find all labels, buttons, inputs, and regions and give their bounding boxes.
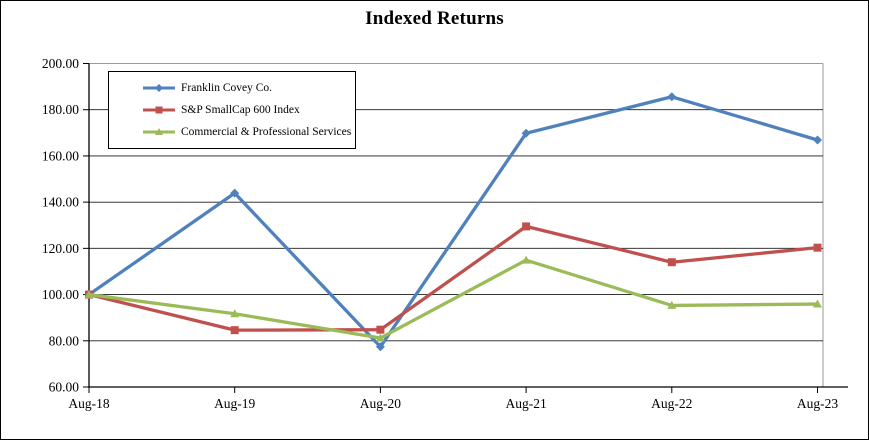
y-axis-tick-label: 120.00: [42, 241, 79, 256]
x-axis-tick-label: Aug-18: [68, 396, 109, 411]
diamond-marker: [521, 128, 531, 138]
square-marker: [522, 222, 531, 231]
legend-swatch-diamond: [143, 84, 175, 92]
y-axis-tick-label: 180.00: [42, 102, 79, 117]
chart-title: Indexed Returns: [365, 8, 504, 29]
square-marker: [813, 243, 822, 252]
series-line: [87, 258, 820, 340]
triangle-marker: [84, 290, 94, 299]
diamond-marker: [155, 84, 163, 92]
legend-item: Franklin Covey Co.: [142, 82, 355, 94]
x-axis-tick-label: Aug-23: [797, 396, 838, 411]
triangle-marker: [667, 300, 677, 309]
x-axis-tick-label: Aug-22: [651, 396, 692, 411]
y-axis-tick-label: 140.00: [42, 195, 79, 210]
diamond-marker: [375, 342, 385, 352]
square-marker: [667, 258, 676, 267]
series-line: [87, 95, 820, 349]
diamond-marker: [813, 135, 822, 145]
y-axis-tick-label: 160.00: [42, 148, 79, 163]
triangle-marker: [521, 255, 531, 264]
diamond-marker: [230, 188, 240, 198]
series-triangle: [84, 255, 822, 342]
diamond-marker: [667, 92, 677, 102]
y-axis-tick-label: 60.00: [49, 380, 80, 395]
legend-item: Commercial & Professional Services: [142, 126, 355, 138]
y-axis-tick-label: 100.00: [42, 287, 79, 302]
triangle-marker: [375, 333, 385, 342]
legend-swatch-square: [143, 106, 175, 114]
legend-label: S&P SmallCap 600 Index: [181, 104, 300, 116]
legend: Franklin Covey Co. S&P SmallCap 600 Index…: [108, 71, 356, 149]
legend-label: Franklin Covey Co.: [181, 82, 273, 94]
legend-label: Commercial & Professional Services: [181, 126, 352, 138]
series-line: [87, 224, 820, 332]
square-marker: [376, 325, 385, 334]
triangle-marker: [813, 299, 822, 308]
x-axis-tick-label: Aug-20: [360, 396, 401, 411]
y-axis-tick-label: 200.00: [42, 56, 79, 71]
square-marker: [230, 326, 239, 335]
series-diamond: [84, 92, 822, 352]
x-axis-tick-label: Aug-19: [214, 396, 255, 411]
triangle-marker: [230, 309, 240, 318]
y-axis-tick-label: 80.00: [49, 333, 80, 348]
triangle-marker: [155, 128, 163, 135]
legend-item: S&P SmallCap 600 Index: [142, 104, 355, 116]
square-marker: [155, 106, 163, 114]
x-axis-tick-label: Aug-21: [505, 396, 546, 411]
legend-swatch-triangle: [143, 128, 175, 135]
